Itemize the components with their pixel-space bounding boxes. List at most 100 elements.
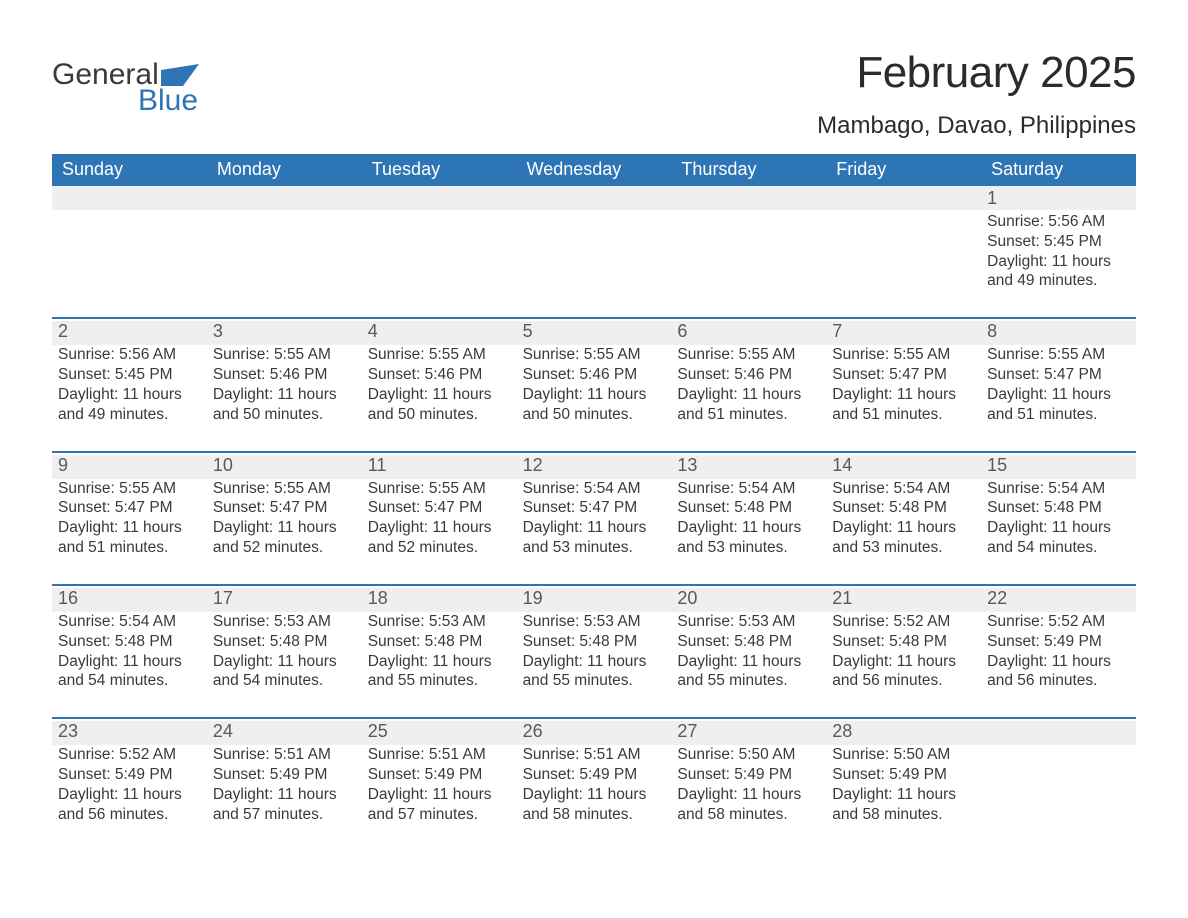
day-info: Sunrise: 5:52 AMSunset: 5:49 PMDaylight:… — [981, 610, 1130, 691]
page-subtitle: Mambago, Davao, Philippines — [817, 112, 1136, 140]
day-number: 24 — [207, 719, 356, 743]
day-number — [671, 186, 820, 210]
day-cell: 13Sunrise: 5:54 AMSunset: 5:48 PMDayligh… — [671, 453, 826, 584]
day-cell: 18Sunrise: 5:53 AMSunset: 5:48 PMDayligh… — [362, 586, 517, 717]
day-number — [52, 186, 201, 210]
week-row: 9Sunrise: 5:55 AMSunset: 5:47 PMDaylight… — [52, 451, 1136, 584]
day-cell: 27Sunrise: 5:50 AMSunset: 5:49 PMDayligh… — [671, 719, 826, 850]
day-cell — [517, 186, 672, 317]
day-info: Sunrise: 5:54 AMSunset: 5:48 PMDaylight:… — [671, 477, 820, 558]
day-cell: 16Sunrise: 5:54 AMSunset: 5:48 PMDayligh… — [52, 586, 207, 717]
day-number: 6 — [671, 319, 820, 343]
day-info: Sunrise: 5:55 AMSunset: 5:47 PMDaylight:… — [826, 343, 975, 424]
day-info: Sunrise: 5:53 AMSunset: 5:48 PMDaylight:… — [517, 610, 666, 691]
day-info: Sunrise: 5:55 AMSunset: 5:46 PMDaylight:… — [671, 343, 820, 424]
day-info: Sunrise: 5:55 AMSunset: 5:47 PMDaylight:… — [52, 477, 201, 558]
day-cell: 1Sunrise: 5:56 AMSunset: 5:45 PMDaylight… — [981, 186, 1136, 317]
day-info: Sunrise: 5:50 AMSunset: 5:49 PMDaylight:… — [671, 743, 820, 824]
day-info: Sunrise: 5:54 AMSunset: 5:47 PMDaylight:… — [517, 477, 666, 558]
day-number — [517, 186, 666, 210]
day-cell — [671, 186, 826, 317]
day-cell: 28Sunrise: 5:50 AMSunset: 5:49 PMDayligh… — [826, 719, 981, 850]
day-info: Sunrise: 5:50 AMSunset: 5:49 PMDaylight:… — [826, 743, 975, 824]
calendar: SundayMondayTuesdayWednesdayThursdayFrid… — [52, 154, 1136, 851]
week-row: 23Sunrise: 5:52 AMSunset: 5:49 PMDayligh… — [52, 717, 1136, 850]
brand-word-2: Blue — [138, 86, 199, 116]
day-number: 3 — [207, 319, 356, 343]
day-info: Sunrise: 5:53 AMSunset: 5:48 PMDaylight:… — [207, 610, 356, 691]
day-cell: 7Sunrise: 5:55 AMSunset: 5:47 PMDaylight… — [826, 319, 981, 450]
day-number: 16 — [52, 586, 201, 610]
day-cell: 8Sunrise: 5:55 AMSunset: 5:47 PMDaylight… — [981, 319, 1136, 450]
day-info: Sunrise: 5:55 AMSunset: 5:47 PMDaylight:… — [981, 343, 1130, 424]
day-info: Sunrise: 5:51 AMSunset: 5:49 PMDaylight:… — [207, 743, 356, 824]
day-info: Sunrise: 5:55 AMSunset: 5:46 PMDaylight:… — [362, 343, 511, 424]
dow-monday: Monday — [207, 154, 362, 186]
day-info: Sunrise: 5:55 AMSunset: 5:47 PMDaylight:… — [362, 477, 511, 558]
day-number — [362, 186, 511, 210]
day-number: 15 — [981, 453, 1130, 477]
day-number: 28 — [826, 719, 975, 743]
week-row: 1Sunrise: 5:56 AMSunset: 5:45 PMDaylight… — [52, 186, 1136, 317]
day-of-week-header: SundayMondayTuesdayWednesdayThursdayFrid… — [52, 154, 1136, 186]
day-cell: 14Sunrise: 5:54 AMSunset: 5:48 PMDayligh… — [826, 453, 981, 584]
day-info: Sunrise: 5:56 AMSunset: 5:45 PMDaylight:… — [52, 343, 201, 424]
day-cell — [207, 186, 362, 317]
day-cell: 2Sunrise: 5:56 AMSunset: 5:45 PMDaylight… — [52, 319, 207, 450]
day-cell: 21Sunrise: 5:52 AMSunset: 5:48 PMDayligh… — [826, 586, 981, 717]
dow-sunday: Sunday — [52, 154, 207, 186]
day-info: Sunrise: 5:55 AMSunset: 5:46 PMDaylight:… — [207, 343, 356, 424]
day-number: 9 — [52, 453, 201, 477]
day-cell: 22Sunrise: 5:52 AMSunset: 5:49 PMDayligh… — [981, 586, 1136, 717]
day-cell: 15Sunrise: 5:54 AMSunset: 5:48 PMDayligh… — [981, 453, 1136, 584]
day-info: Sunrise: 5:52 AMSunset: 5:49 PMDaylight:… — [52, 743, 201, 824]
day-number: 2 — [52, 319, 201, 343]
day-number: 23 — [52, 719, 201, 743]
day-number: 20 — [671, 586, 820, 610]
day-number: 21 — [826, 586, 975, 610]
day-number: 26 — [517, 719, 666, 743]
day-info: Sunrise: 5:51 AMSunset: 5:49 PMDaylight:… — [517, 743, 666, 824]
week-row: 16Sunrise: 5:54 AMSunset: 5:48 PMDayligh… — [52, 584, 1136, 717]
day-number: 10 — [207, 453, 356, 477]
day-cell: 19Sunrise: 5:53 AMSunset: 5:48 PMDayligh… — [517, 586, 672, 717]
day-number: 25 — [362, 719, 511, 743]
day-cell — [52, 186, 207, 317]
day-cell: 23Sunrise: 5:52 AMSunset: 5:49 PMDayligh… — [52, 719, 207, 850]
dow-thursday: Thursday — [671, 154, 826, 186]
day-info: Sunrise: 5:55 AMSunset: 5:47 PMDaylight:… — [207, 477, 356, 558]
day-number: 4 — [362, 319, 511, 343]
day-cell: 25Sunrise: 5:51 AMSunset: 5:49 PMDayligh… — [362, 719, 517, 850]
day-cell: 11Sunrise: 5:55 AMSunset: 5:47 PMDayligh… — [362, 453, 517, 584]
day-number: 27 — [671, 719, 820, 743]
day-number: 8 — [981, 319, 1130, 343]
dow-saturday: Saturday — [981, 154, 1136, 186]
day-number: 18 — [362, 586, 511, 610]
day-info: Sunrise: 5:56 AMSunset: 5:45 PMDaylight:… — [981, 210, 1130, 291]
dow-wednesday: Wednesday — [517, 154, 672, 186]
day-cell: 26Sunrise: 5:51 AMSunset: 5:49 PMDayligh… — [517, 719, 672, 850]
day-cell — [826, 186, 981, 317]
day-number: 22 — [981, 586, 1130, 610]
day-number: 7 — [826, 319, 975, 343]
day-number: 12 — [517, 453, 666, 477]
day-number: 17 — [207, 586, 356, 610]
day-number: 14 — [826, 453, 975, 477]
day-cell: 12Sunrise: 5:54 AMSunset: 5:47 PMDayligh… — [517, 453, 672, 584]
brand-flag-icon — [161, 64, 199, 86]
day-info: Sunrise: 5:55 AMSunset: 5:46 PMDaylight:… — [517, 343, 666, 424]
day-info: Sunrise: 5:53 AMSunset: 5:48 PMDaylight:… — [362, 610, 511, 691]
dow-tuesday: Tuesday — [362, 154, 517, 186]
day-info: Sunrise: 5:52 AMSunset: 5:48 PMDaylight:… — [826, 610, 975, 691]
day-number: 11 — [362, 453, 511, 477]
day-cell: 5Sunrise: 5:55 AMSunset: 5:46 PMDaylight… — [517, 319, 672, 450]
day-number: 19 — [517, 586, 666, 610]
day-number — [207, 186, 356, 210]
day-info: Sunrise: 5:53 AMSunset: 5:48 PMDaylight:… — [671, 610, 820, 691]
day-number: 1 — [981, 186, 1130, 210]
day-cell — [981, 719, 1136, 850]
day-cell: 4Sunrise: 5:55 AMSunset: 5:46 PMDaylight… — [362, 319, 517, 450]
day-number: 5 — [517, 319, 666, 343]
day-cell: 24Sunrise: 5:51 AMSunset: 5:49 PMDayligh… — [207, 719, 362, 850]
day-cell: 10Sunrise: 5:55 AMSunset: 5:47 PMDayligh… — [207, 453, 362, 584]
